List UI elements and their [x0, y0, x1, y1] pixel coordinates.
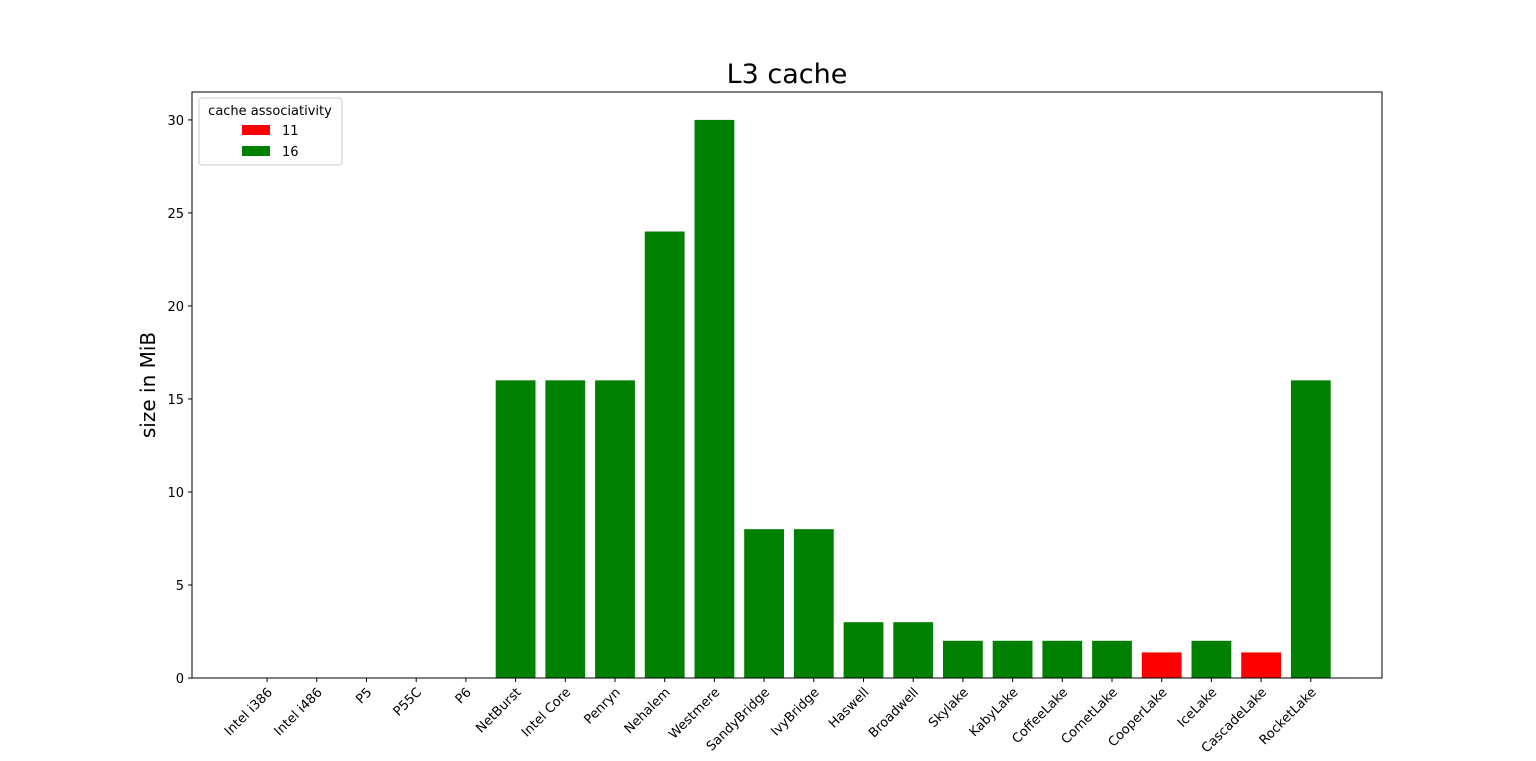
- bar-westmere: [694, 119, 735, 678]
- y-tick-label: 0: [176, 672, 184, 687]
- x-tick-label: Nehalem: [622, 685, 674, 737]
- legend-swatch-11: [242, 125, 270, 135]
- y-tick-label: 25: [167, 207, 184, 222]
- bar-rocketlake: [1290, 380, 1331, 678]
- x-tick-label: P55C: [391, 685, 425, 719]
- y-tick-label: 20: [167, 300, 184, 315]
- y-tick-label: 5: [176, 579, 184, 594]
- x-tick-label: Haswell: [826, 685, 872, 731]
- bar-cooperlake: [1141, 652, 1182, 678]
- bar-cometlake: [1092, 640, 1132, 678]
- y-axis-label: size in MiB: [136, 332, 160, 438]
- bar-intel-core: [545, 380, 586, 678]
- bar-nehalem: [644, 231, 685, 678]
- chart-title: L3 cache: [727, 59, 848, 90]
- bars-group: [495, 119, 1331, 678]
- bar-skylake: [943, 640, 983, 678]
- bar-broadwell: [893, 622, 934, 678]
- x-tick-label: P6: [453, 685, 475, 707]
- bar-sandybridge: [744, 529, 784, 678]
- y-tick-label: 15: [167, 393, 184, 408]
- bar-netburst: [495, 380, 536, 678]
- bar-cascadelake: [1241, 652, 1281, 678]
- x-tick-label: P5: [353, 685, 375, 707]
- x-tick-label: Skylake: [926, 685, 972, 731]
- x-tick-label: IvyBridge: [768, 685, 822, 739]
- legend: cache associativity 11 16: [198, 97, 343, 166]
- bar-penryn: [595, 380, 635, 678]
- legend-box: [198, 97, 343, 166]
- bar-ivybridge: [793, 529, 834, 678]
- x-tick-label: Broadwell: [866, 685, 922, 741]
- x-tick-label: Intel Core: [519, 685, 574, 740]
- y-tick-label: 10: [167, 486, 184, 501]
- y-axis-ticks: 0 5 10 15 20 25 30: [167, 114, 192, 687]
- legend-label-11: 11: [282, 124, 299, 139]
- x-tick-label: Penryn: [581, 685, 623, 727]
- x-tick-label: IceLake: [1175, 685, 1220, 730]
- bar-haswell: [843, 622, 884, 678]
- x-tick-label: Intel i386: [222, 685, 276, 739]
- bar-icelake: [1191, 640, 1232, 678]
- x-tick-label: NetBurst: [473, 685, 524, 736]
- bar-kabylake: [992, 640, 1033, 678]
- legend-title: cache associativity: [208, 104, 332, 119]
- legend-label-16: 16: [282, 145, 299, 160]
- y-tick-label: 30: [167, 114, 184, 129]
- x-tick-label: Intel i486: [272, 685, 326, 739]
- plot-frame: [191, 91, 1383, 679]
- legend-swatch-16: [242, 146, 270, 156]
- bar-coffeelake: [1042, 640, 1083, 678]
